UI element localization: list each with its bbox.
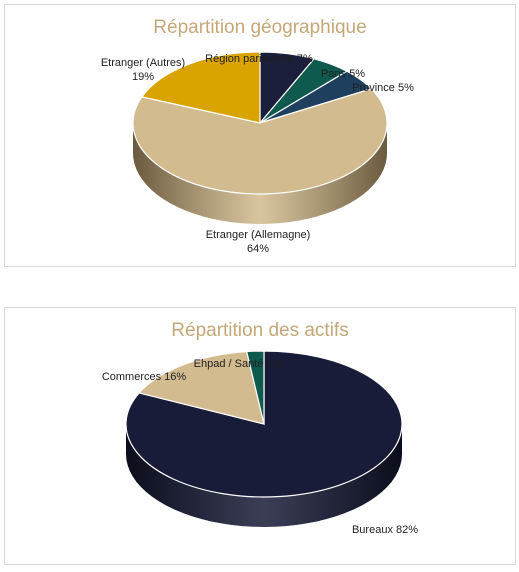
data-label: Province 5%: [352, 82, 414, 94]
geographic-distribution-chart: Répartition géographique Région parisien…: [4, 4, 516, 267]
data-label: Région parisienne 7%: [205, 53, 313, 65]
pie-slice-etranger-autres: [140, 51, 261, 124]
pie-slice-etranger-allemagne: [132, 88, 388, 195]
data-label: Paris 5%: [321, 68, 365, 80]
pie-slice-side: [126, 424, 402, 527]
pie-chart-svg: Bureaux 82% Commerces 16% Ehpad / Santé 2%: [102, 350, 418, 536]
pie-chart-svg: Région parisienne 7% Paris 5% Province 5% E…: [101, 51, 414, 255]
chart-title: Répartition géographique: [153, 17, 367, 38]
data-label: Etranger (Allemagne) 64%: [206, 229, 311, 255]
pie-slice-commerces: [138, 350, 265, 425]
pie-slice-bureaux: [125, 350, 403, 498]
pie-slice-ehpad-sant: [245, 350, 265, 425]
data-label: Commerces 16%: [102, 371, 187, 383]
data-label: Bureaux 82%: [352, 524, 418, 536]
asset-distribution-chart: Répartition des actifs Bureaux 82% Commer…: [4, 307, 516, 565]
pie-slice-side: [133, 123, 387, 224]
chart-title: Répartition des actifs: [171, 320, 349, 341]
data-label: Ehpad / Santé 2%: [194, 358, 283, 370]
data-label: Etranger (Autres) 19%: [101, 57, 185, 83]
